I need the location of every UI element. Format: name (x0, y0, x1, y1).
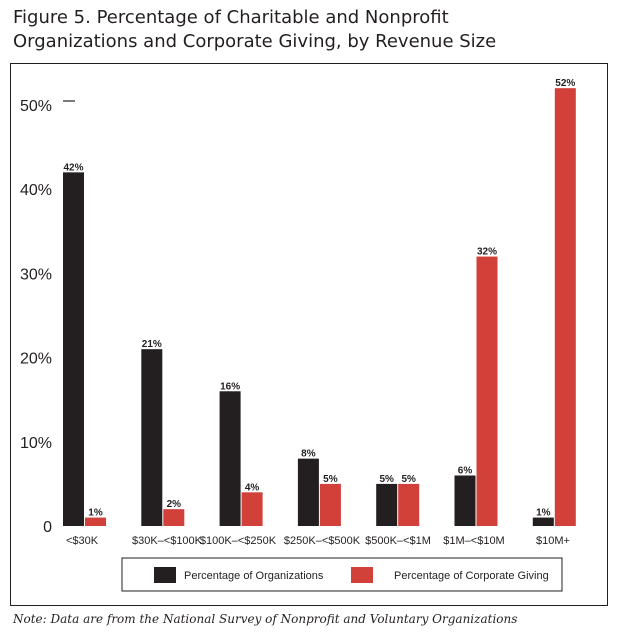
y-tick-label: 50% (20, 98, 52, 115)
bar-chart: 0 10% 20% 30% 40% 50% 42% 1% <$30K 21% 2% $30K–<$10… (20, 78, 576, 592)
giving-bar (163, 509, 185, 526)
giving-data-label: 32% (477, 247, 497, 258)
x-tick-label: $1M–<$10M (443, 535, 504, 547)
giving-data-label: 5% (401, 474, 416, 485)
organizations-data-label: 1% (536, 508, 551, 519)
giving-bar (319, 483, 341, 526)
giving-bar (241, 492, 263, 526)
source-note: Note: Data are from the National Survey … (13, 612, 518, 626)
y-tick-label: 40% (20, 182, 52, 199)
y-tick-label: 0 (43, 519, 52, 536)
legend-label-giving: Percentage of Corporate Giving (394, 570, 549, 582)
organizations-bar (297, 458, 319, 526)
legend-swatch-organizations (154, 567, 176, 583)
y-tick-label: 20% (20, 351, 52, 368)
legend-label-organizations: Percentage of Organizations (184, 570, 324, 582)
chart-title-line-1: Figure 5. Percentage of Charitable and N… (13, 7, 449, 28)
giving-bar (85, 517, 106, 526)
organizations-data-label: 16% (220, 381, 240, 392)
organizations-data-label: 5% (379, 474, 394, 485)
organizations-bar (63, 172, 84, 527)
organizations-bar (532, 517, 554, 526)
organizations-data-label: 21% (142, 339, 162, 350)
x-tick-label: $500K–<$1M (365, 535, 431, 547)
y-tick-label: 10% (20, 435, 52, 452)
y-tick-label: 30% (20, 266, 52, 283)
legend-box (121, 557, 563, 592)
giving-data-label: 4% (245, 482, 260, 493)
chart-frame (10, 63, 608, 606)
organizations-bar (219, 391, 241, 526)
giving-data-label: 2% (167, 499, 182, 510)
giving-data-label: 52% (555, 78, 575, 89)
giving-data-label: 5% (323, 474, 338, 485)
organizations-bar (376, 483, 398, 526)
legend-swatch-giving (351, 567, 373, 583)
x-tick-label: <$30K (66, 535, 99, 547)
organizations-data-label: 42% (63, 162, 83, 173)
giving-bar (554, 88, 576, 526)
x-tick-label: $100K–<$250K (200, 535, 277, 547)
giving-bar (476, 256, 498, 526)
chart-title-line-2: Organizations and Corporate Giving, by R… (13, 31, 497, 52)
x-tick-label: $30K–<$100K (132, 535, 203, 547)
organizations-bar (141, 349, 163, 526)
organizations-data-label: 8% (301, 449, 316, 460)
x-tick-label: $250K–<$500K (284, 535, 361, 547)
organizations-data-label: 6% (458, 465, 473, 476)
x-tick-label: $10M+ (536, 535, 570, 547)
chart-title: Figure 5. Percentage of Charitable and N… (13, 6, 613, 54)
giving-data-label: 1% (88, 508, 103, 519)
organizations-bar (454, 475, 476, 526)
giving-bar (398, 483, 420, 526)
